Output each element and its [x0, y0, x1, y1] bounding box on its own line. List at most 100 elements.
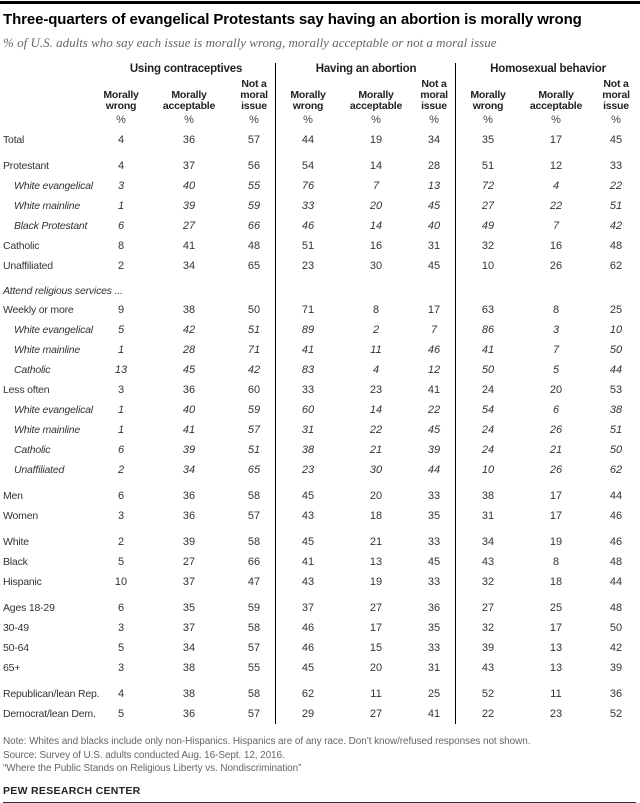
cell-value: 10	[481, 260, 495, 272]
cell-value: 31	[427, 662, 441, 674]
cell-value: 46	[301, 220, 315, 232]
cell-value: 9	[117, 304, 125, 316]
cell-value: 34	[427, 134, 441, 146]
cell-value: 33	[609, 160, 623, 172]
cell-value: 46	[427, 344, 441, 356]
cell-value: 31	[301, 424, 315, 436]
cell-value: 14	[369, 160, 383, 172]
cell-value: 42	[609, 220, 623, 232]
row-label: 30-49	[3, 622, 29, 634]
group-header-contraceptives: Using contraceptives	[129, 63, 243, 75]
cell-value: 27	[481, 200, 495, 212]
percent-sign: %	[551, 114, 561, 126]
table-row: Men 6 36 58 45 20 33 38 17 44	[0, 486, 640, 506]
table-row: Hispanic 10 37 47 43 19 33 32 18 44	[0, 572, 640, 592]
cell-value: 25	[609, 304, 623, 316]
cell-value: 36	[182, 510, 196, 522]
column-header: Not a moral issue	[602, 78, 630, 112]
cell-value	[592, 283, 640, 300]
group-header-row: Using contraceptives Having an abortion …	[0, 63, 640, 76]
cell-value: 60	[301, 404, 315, 416]
cell-value: 20	[369, 490, 383, 502]
cell-value: 22	[427, 404, 441, 416]
cell-value: 1	[117, 404, 125, 416]
cell-value: 53	[609, 384, 623, 396]
cell-value: 57	[247, 708, 261, 720]
cell-value: 39	[182, 536, 196, 548]
row-label: Republican/lean Rep.	[3, 688, 100, 700]
cell-value: 4	[117, 688, 125, 700]
column-header: Morally acceptable	[349, 89, 403, 112]
spacer-cell	[0, 76, 96, 113]
table-rows: Total 4 36 57 44 19 34 35 17 45 Protesta…	[0, 130, 640, 724]
row-label: White evangelical	[14, 324, 93, 336]
cell-value: 44	[427, 464, 441, 476]
cell-value: 36	[609, 688, 623, 700]
cell-value: 39	[427, 444, 441, 456]
cell-value: 63	[481, 304, 495, 316]
cell-value: 58	[247, 536, 261, 548]
cell-value: 17	[549, 134, 563, 146]
cell-value: 48	[609, 556, 623, 568]
cell-value	[412, 283, 456, 300]
cell-value: 71	[247, 344, 261, 356]
cell-value: 60	[247, 384, 261, 396]
cell-value: 45	[609, 134, 623, 146]
table-row: Democrat/lean Dem. 5 36 57 29 27 41 22 2…	[0, 704, 640, 724]
cell-value: 39	[182, 200, 196, 212]
cell-value: 50	[609, 444, 623, 456]
cell-value: 38	[301, 444, 315, 456]
chart-subtitle: % of U.S. adults who say each issue is m…	[3, 35, 497, 50]
cell-value: 4	[552, 180, 560, 192]
cell-value: 56	[247, 160, 261, 172]
percent-sign: %	[429, 114, 439, 126]
cell-value	[340, 283, 412, 300]
cell-value: 71	[301, 304, 315, 316]
row-label: White evangelical	[14, 404, 93, 416]
cell-value: 76	[301, 180, 315, 192]
cell-value: 1	[117, 344, 125, 356]
cell-value: 23	[301, 464, 315, 476]
pew-research-center-wordmark: PEW RESEARCH CENTER	[3, 784, 141, 797]
column-header: Morally acceptable	[162, 89, 216, 112]
cell-value: 12	[427, 364, 441, 376]
cell-value: 42	[247, 364, 261, 376]
cell-value: 39	[182, 444, 196, 456]
table-row: Unaffiliated 2 34 65 23 30 44 10 26 62	[0, 460, 640, 480]
cell-value: 40	[427, 220, 441, 232]
cell-value: 31	[427, 240, 441, 252]
cell-value: 32	[481, 576, 495, 588]
table-row: Weekly or more 9 38 50 71 8 17 63 8 25	[0, 300, 640, 320]
cell-value: 30	[369, 260, 383, 272]
cell-value: 21	[549, 444, 563, 456]
cell-value: 38	[182, 304, 196, 316]
cell-value: 59	[247, 404, 261, 416]
cell-value: 65	[247, 260, 261, 272]
spacer-cell	[0, 63, 96, 76]
cell-value: 14	[369, 404, 383, 416]
row-label: Unaffiliated	[14, 464, 65, 476]
cell-value: 22	[481, 708, 495, 720]
cell-value: 27	[481, 602, 495, 614]
cell-value: 39	[609, 662, 623, 674]
column-header: Not a moral issue	[240, 78, 268, 112]
cell-value: 46	[609, 510, 623, 522]
cell-value: 33	[301, 384, 315, 396]
table-row: White evangelical 1 40 59 60 14 22 54 6 …	[0, 400, 640, 420]
cell-value: 38	[481, 490, 495, 502]
table-row: White evangelical 5 42 51 89 2 7 86 3 10	[0, 320, 640, 340]
cell-value: 27	[369, 602, 383, 614]
cell-value: 19	[369, 134, 383, 146]
column-header: Morally wrong	[103, 89, 139, 112]
cell-value: 33	[427, 642, 441, 654]
cell-value: 58	[247, 490, 261, 502]
cell-value: 51	[301, 240, 315, 252]
cell-value: 41	[481, 344, 495, 356]
row-label: Democrat/lean Dem.	[3, 708, 96, 720]
cell-value: 5	[552, 364, 560, 376]
cell-value: 13	[549, 662, 563, 674]
cell-value: 89	[301, 324, 315, 336]
percent-sign: %	[303, 114, 313, 126]
row-label: Less often	[3, 384, 50, 396]
bottom-rule	[3, 801, 636, 803]
